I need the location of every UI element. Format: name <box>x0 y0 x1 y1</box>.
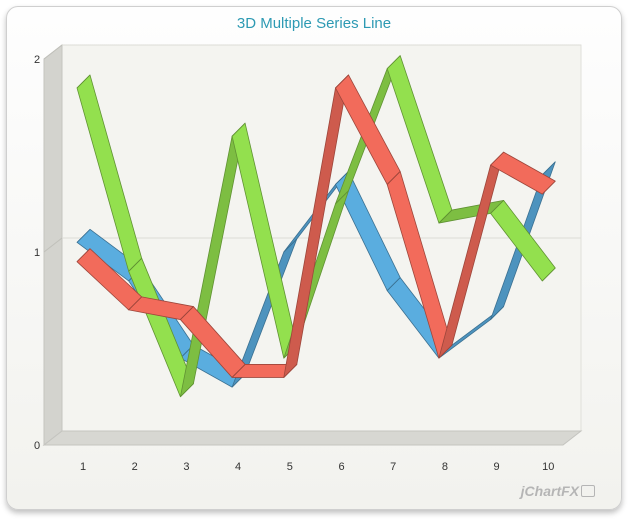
data-point <box>490 306 504 320</box>
watermark-text: jChartFX <box>520 483 579 499</box>
data-point <box>335 190 349 204</box>
x-tick-label: 10 <box>542 461 554 473</box>
data-point <box>128 296 142 311</box>
data-point <box>542 161 556 176</box>
chart-gridlines <box>43 44 581 253</box>
data-point <box>386 171 401 185</box>
data-point <box>438 344 453 359</box>
data-point <box>542 180 556 195</box>
watermark-chart-icon <box>581 485 595 497</box>
data-point <box>180 306 194 320</box>
data-point <box>542 267 556 282</box>
chart-series <box>76 55 556 398</box>
data-point <box>438 209 453 224</box>
x-tick-label: 7 <box>390 461 396 473</box>
y-tick-label: 1 <box>34 247 40 259</box>
data-point <box>231 364 246 378</box>
data-point <box>335 74 349 89</box>
x-tick-label: 4 <box>235 461 241 473</box>
data-point <box>490 200 504 214</box>
data-point <box>128 258 142 272</box>
x-tick-label: 2 <box>132 461 138 473</box>
data-point <box>76 248 91 262</box>
chart-plot: 0 1 2 1 2 3 4 5 6 7 8 9 10 <box>34 43 583 473</box>
gridline-side <box>43 237 63 253</box>
x-tick-label: 5 <box>287 461 293 473</box>
x-axis-ticks: 1 2 3 4 5 6 7 8 9 10 <box>80 461 554 473</box>
y-tick-label: 0 <box>34 440 40 452</box>
data-point <box>231 122 246 137</box>
data-point <box>76 74 91 89</box>
series-line <box>76 74 556 378</box>
data-point <box>335 171 349 185</box>
y-tick-label: 2 <box>34 54 40 66</box>
x-tick-label: 9 <box>494 461 500 473</box>
data-point <box>180 383 194 397</box>
data-point <box>283 238 298 253</box>
data-point <box>386 277 401 291</box>
x-tick-label: 1 <box>80 461 86 473</box>
data-point <box>76 229 91 243</box>
x-tick-label: 8 <box>442 461 448 473</box>
x-tick-label: 6 <box>338 461 344 473</box>
data-point <box>386 55 401 69</box>
data-point <box>490 151 504 166</box>
data-point <box>283 364 298 378</box>
y-axis-ticks: 0 1 2 <box>34 54 40 452</box>
gridline-side <box>43 44 63 60</box>
x-tick-label: 3 <box>183 461 189 473</box>
watermark-logo: jChartFX <box>521 483 595 499</box>
floor <box>42 430 583 446</box>
chart-title: 3D Multiple Series Line <box>236 15 392 32</box>
